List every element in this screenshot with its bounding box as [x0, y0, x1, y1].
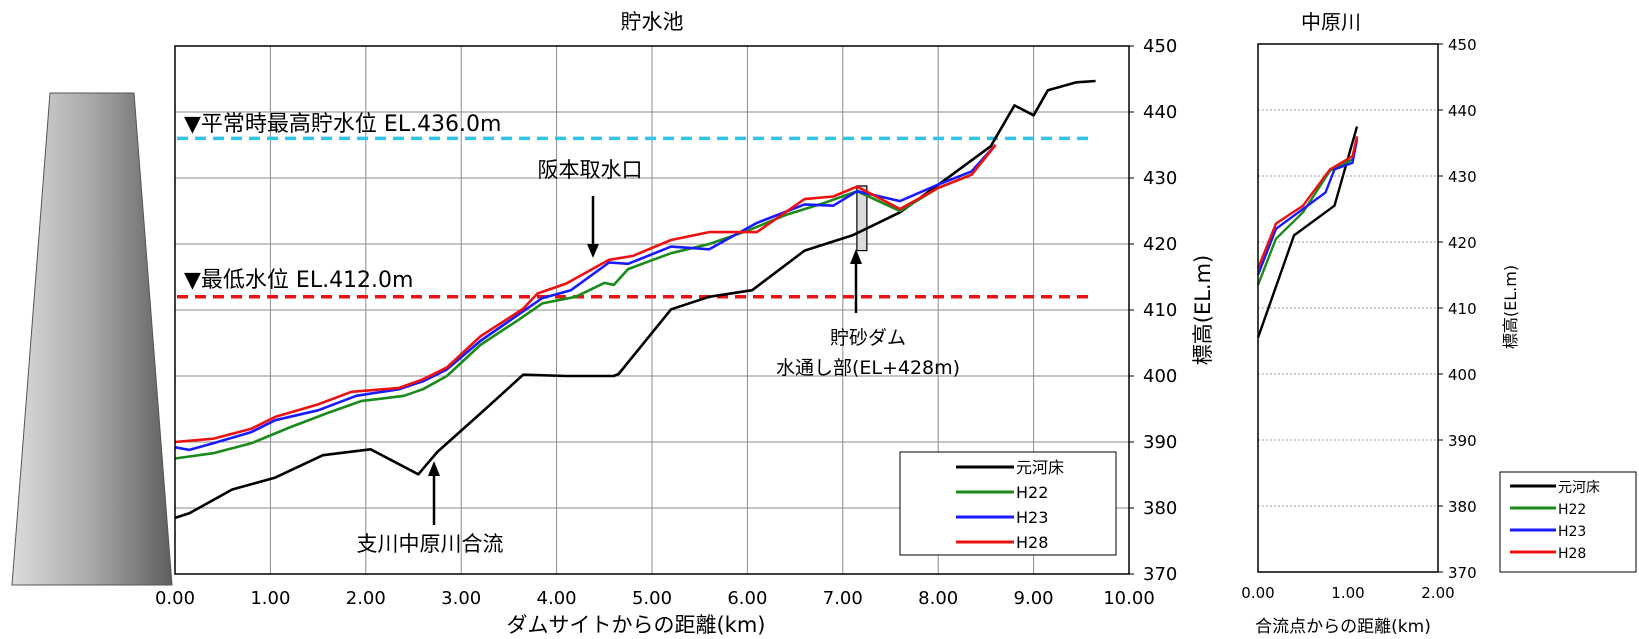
y-tick-label: 430 [1143, 168, 1177, 189]
legend-label: H22 [1558, 502, 1586, 518]
y-tick-label: 380 [1143, 498, 1177, 519]
y-tick-label: 450 [1448, 36, 1477, 54]
x-tick-label: 7.00 [823, 588, 863, 609]
x-tick-label: 5.00 [632, 588, 672, 609]
main-x-axis-label: ダムサイトからの距離(km) [506, 613, 765, 637]
y-tick-label: 370 [1448, 564, 1477, 582]
legend-label: H23 [1016, 508, 1048, 527]
sub-x-ticks: 0.00 1.00 2.00 [1241, 584, 1454, 602]
main-series-group [174, 79, 1096, 520]
x-tick-label: 8.00 [918, 588, 958, 609]
series-line [174, 79, 1096, 520]
y-tick-label: 390 [1143, 432, 1177, 453]
sub-x-axis-label: 合流点からの距離(km) [1255, 617, 1431, 637]
series-line [174, 144, 997, 452]
legend-label: 元河床 [1558, 480, 1600, 496]
sub-grid [1258, 109, 1438, 507]
legend-label: H22 [1016, 483, 1048, 502]
x-tick-label: 10.00 [1103, 588, 1155, 609]
y-tick-label: 440 [1143, 102, 1177, 123]
series-line [1256, 139, 1359, 276]
sediment-weir-structure [856, 185, 868, 252]
x-tick-label: 6.00 [727, 588, 767, 609]
y-tick-label: 380 [1448, 498, 1477, 516]
main-chart-title: 貯水池 [621, 10, 684, 34]
main-y-axis-label: 標高(EL.m) [1191, 255, 1215, 366]
x-tick-label: 3.00 [441, 588, 481, 609]
max-water-level-label: ▼平常時最高貯水位 EL.436.0m [184, 112, 501, 137]
weir-annotation-line2: 水通し部(EL+428m) [776, 357, 960, 379]
main-x-ticks: 0.00 1.00 2.00 3.00 4.00 5.00 6.00 7.00 8.00 9.00… [155, 588, 1155, 609]
main-reference-lines [177, 136, 1091, 299]
x-tick-label: 2.00 [346, 588, 386, 609]
main-legend: 元河床 H22 H23 H28 [899, 451, 1117, 556]
sub-y-ticks: 370 380 390 400 410 420 430 440 450 [1438, 36, 1477, 582]
x-tick-label: 0.00 [1241, 584, 1274, 602]
sub-legend: 元河床 H22 H23 H28 [1499, 471, 1637, 573]
weir-arrow [850, 249, 862, 313]
y-tick-label: 420 [1448, 234, 1477, 252]
y-tick-label: 450 [1143, 36, 1177, 57]
dam-body [11, 92, 173, 586]
legend-label: 元河床 [1016, 458, 1064, 477]
intake-arrow [587, 196, 599, 258]
min-water-level-label: ▼最低水位 EL.412.0m [184, 268, 413, 293]
y-tick-label: 400 [1448, 366, 1477, 384]
series-line [1256, 136, 1359, 269]
y-tick-label: 430 [1448, 168, 1477, 186]
y-tick-label: 390 [1448, 432, 1477, 450]
confluence-arrow [428, 461, 440, 525]
y-tick-label: 410 [1143, 300, 1177, 321]
y-tick-label: 420 [1143, 234, 1177, 255]
y-tick-label: 440 [1448, 102, 1477, 120]
x-tick-label: 0.00 [155, 588, 195, 609]
sub-chart-title: 中原川 [1301, 10, 1361, 34]
weir-annotation-line1: 貯砂ダム [830, 327, 906, 349]
intake-annotation: 阪本取水口 [538, 158, 643, 182]
main-y-ticks: 370 380 390 400 410 420 430 440 450 [1129, 36, 1177, 585]
series-line [174, 144, 997, 444]
y-tick-label: 410 [1448, 300, 1477, 318]
x-tick-label: 4.00 [537, 588, 577, 609]
sub-y-axis-label: 標高(EL.m) [1501, 265, 1520, 349]
legend-label: H28 [1016, 533, 1048, 552]
x-tick-label: 1.00 [1331, 584, 1364, 602]
sub-series-group [1256, 126, 1359, 339]
x-tick-label: 9.00 [1014, 588, 1054, 609]
series-line [1256, 136, 1359, 286]
y-tick-label: 370 [1143, 564, 1177, 585]
tributary-confluence-annotation: 支川中原川合流 [357, 532, 504, 556]
y-tick-label: 400 [1143, 366, 1177, 387]
x-tick-label: 2.00 [1421, 584, 1454, 602]
legend-label: H23 [1558, 524, 1586, 540]
legend-label: H28 [1558, 546, 1586, 562]
x-tick-label: 1.00 [250, 588, 290, 609]
